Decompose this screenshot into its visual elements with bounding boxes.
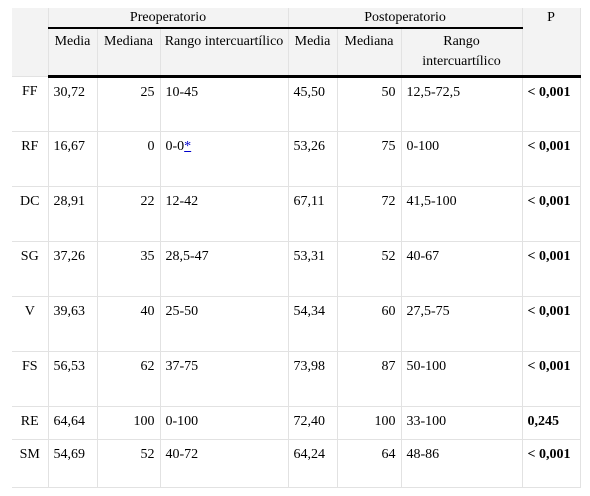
- table-cell: 28,5-47: [160, 241, 289, 297]
- table-cell: 64,64: [48, 406, 98, 440]
- table-cell: 54,34: [288, 296, 338, 352]
- table-cell: < 0,001: [522, 131, 581, 187]
- table-cell: 0,245: [522, 406, 581, 440]
- table-cell: < 0,001: [522, 439, 581, 488]
- table-cell: 33-100: [401, 406, 523, 440]
- group-header: Preoperatorio: [48, 8, 289, 29]
- table-cell: < 0,001: [522, 76, 581, 132]
- column-header: Media: [48, 28, 98, 78]
- table-cell: 67,11: [288, 186, 338, 242]
- table-cell: 50: [337, 76, 402, 132]
- row-label: RE: [12, 406, 49, 440]
- table-cell: 60: [337, 296, 402, 352]
- table-cell: 64,24: [288, 439, 338, 488]
- table-row: DC 28,91 22 12-42 67,11 72 41,5-100 < 0,001: [12, 186, 581, 242]
- row-label: FF: [12, 76, 49, 132]
- table-cell: 75: [337, 131, 402, 187]
- table-cell: 37,26: [48, 241, 98, 297]
- table-body: FF 30,72 25 10-45 45,50 50 12,5-72,5 < 0,001 RF 1…: [12, 76, 581, 488]
- table-cell: 100: [337, 406, 402, 440]
- table-cell: 22: [97, 186, 161, 242]
- table-cell: 72: [337, 186, 402, 242]
- table-cell: 12,5-72,5: [401, 76, 523, 132]
- row-label: DC: [12, 186, 49, 242]
- table-cell: < 0,001: [522, 186, 581, 242]
- table-row: FS 56,53 62 37-75 73,98 87 50-100 < 0,001: [12, 351, 581, 407]
- table-cell: 73,98: [288, 351, 338, 407]
- p-header: P: [522, 8, 581, 78]
- table-cell: 53,31: [288, 241, 338, 297]
- row-label: SG: [12, 241, 49, 297]
- column-header: Mediana: [337, 28, 402, 78]
- table-cell: 45,50: [288, 76, 338, 132]
- table-cell: 62: [97, 351, 161, 407]
- table-cell: 39,63: [48, 296, 98, 352]
- table-cell: 12-42: [160, 186, 289, 242]
- table-cell: 0: [97, 131, 161, 187]
- table-cell: 52: [97, 439, 161, 488]
- table-cell: 30,72: [48, 76, 98, 132]
- row-label: V: [12, 296, 49, 352]
- table-cell: 37-75: [160, 351, 289, 407]
- table-cell: 48-86: [401, 439, 523, 488]
- table-row: SM 54,69 52 40-72 64,24 64 48-86 < 0,001: [12, 439, 581, 488]
- row-label: FS: [12, 351, 49, 407]
- table-cell: 41,5-100: [401, 186, 523, 242]
- table-cell: 0-0*: [160, 131, 289, 187]
- table-cell: < 0,001: [522, 351, 581, 407]
- table-cell: 16,67: [48, 131, 98, 187]
- table-cell: 25: [97, 76, 161, 132]
- cell-text: 0-0: [165, 139, 185, 154]
- table-cell: 100: [97, 406, 161, 440]
- table-cell: 25-50: [160, 296, 289, 352]
- table-cell: 40-72: [160, 439, 289, 488]
- table-cell: 35: [97, 241, 161, 297]
- column-header: Media: [288, 28, 338, 78]
- row-label: RF: [12, 131, 49, 187]
- table-cell: 10-45: [160, 76, 289, 132]
- corner: [12, 8, 49, 77]
- table-cell: 53,26: [288, 131, 338, 187]
- table-cell: 0-100: [401, 131, 523, 187]
- results-table: Preoperatorio Postoperatorio P Media Medi…: [12, 8, 581, 488]
- table-cell: 0-100: [160, 406, 289, 440]
- table-cell: 64: [337, 439, 402, 488]
- column-header: Rango intercuartílico: [160, 28, 289, 78]
- table-row: RE 64,64 100 0-100 72,40 100 33-100 0,245: [12, 406, 581, 440]
- table-cell: 56,53: [48, 351, 98, 407]
- table-cell: 27,5-75: [401, 296, 523, 352]
- table-cell: 87: [337, 351, 402, 407]
- table-cell: 50-100: [401, 351, 523, 407]
- row-label: SM: [12, 439, 49, 488]
- table-row: RF 16,67 0 0-0* 53,26 75 0-100 < 0,001: [12, 131, 581, 187]
- table-cell: 40: [97, 296, 161, 352]
- table-row: FF 30,72 25 10-45 45,50 50 12,5-72,5 < 0,001: [12, 76, 581, 132]
- table-row: V 39,63 40 25-50 54,34 60 27,5-75 < 0,001: [12, 296, 581, 352]
- table-row: SG 37,26 35 28,5-47 53,31 52 40-67 < 0,001: [12, 241, 581, 297]
- table-head: Preoperatorio Postoperatorio P Media Medi…: [12, 8, 581, 78]
- footnote-link[interactable]: *: [184, 139, 192, 154]
- table-cell: 40-67: [401, 241, 523, 297]
- column-header: Rango intercuartílico: [401, 28, 523, 78]
- table-cell: 72,40: [288, 406, 338, 440]
- table-cell: < 0,001: [522, 241, 581, 297]
- table-cell: 52: [337, 241, 402, 297]
- group-header: Postoperatorio: [288, 8, 523, 29]
- table-cell: < 0,001: [522, 296, 581, 352]
- column-header: Mediana: [97, 28, 161, 78]
- table-cell: 28,91: [48, 186, 98, 242]
- table-cell: 54,69: [48, 439, 98, 488]
